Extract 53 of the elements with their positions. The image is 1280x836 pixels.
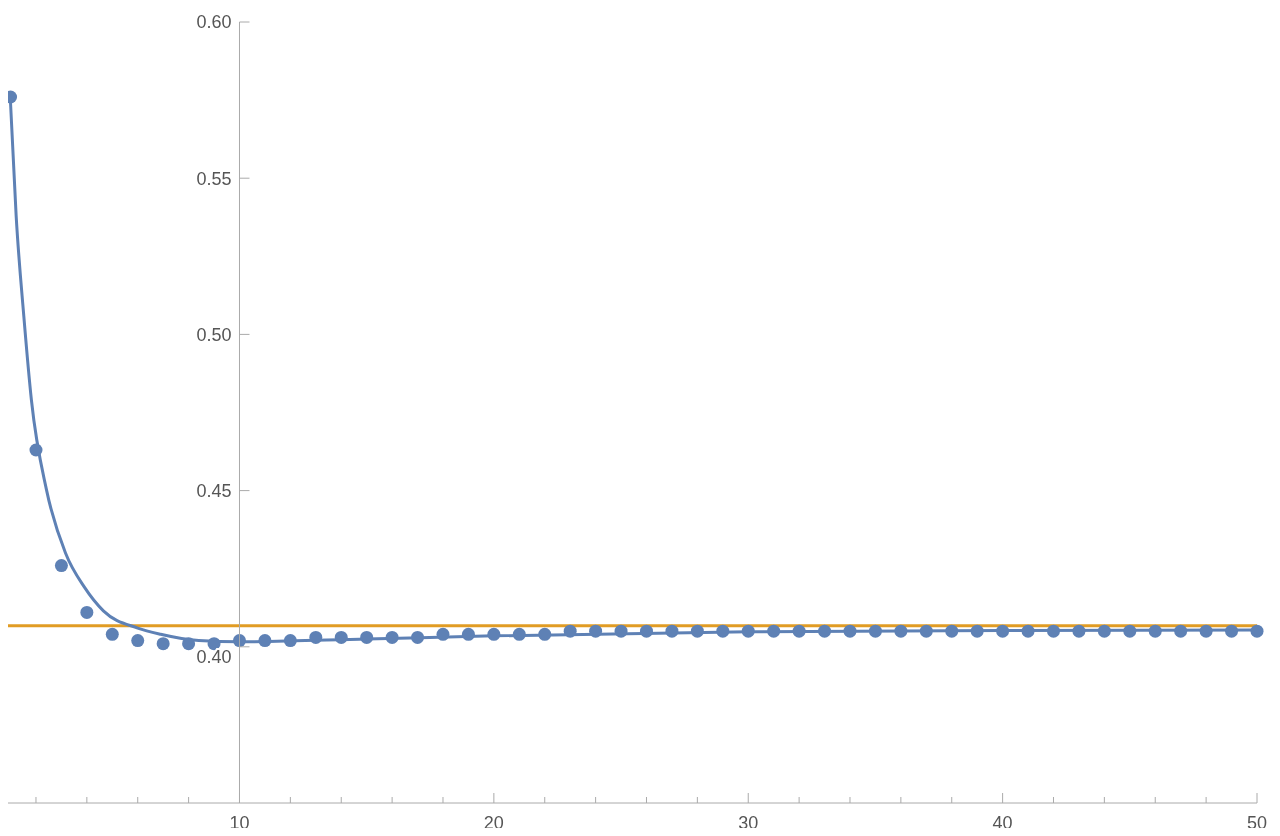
point — [614, 624, 628, 638]
point — [131, 634, 145, 648]
y-tick-label: 0.50 — [196, 324, 232, 345]
point — [283, 634, 297, 648]
point — [487, 627, 501, 641]
point — [411, 630, 425, 644]
point — [792, 624, 806, 638]
y-tick-label: 0.40 — [196, 647, 232, 667]
point — [1072, 624, 1086, 638]
point — [538, 627, 552, 641]
point — [385, 630, 399, 644]
point — [54, 559, 68, 573]
point — [716, 624, 730, 638]
point — [1174, 624, 1188, 638]
point — [919, 624, 933, 638]
point — [1148, 624, 1162, 638]
point — [1097, 624, 1111, 638]
point — [182, 637, 196, 651]
point — [1047, 624, 1060, 638]
point — [818, 624, 832, 638]
point — [1250, 624, 1264, 638]
point — [894, 624, 908, 638]
point — [512, 627, 526, 641]
point — [843, 624, 857, 638]
point — [741, 624, 755, 638]
point — [105, 627, 119, 641]
point — [945, 624, 959, 638]
point — [29, 443, 43, 457]
point — [360, 630, 374, 644]
point — [258, 634, 272, 648]
point — [1123, 624, 1137, 638]
point — [1199, 624, 1213, 638]
point — [690, 624, 704, 638]
point — [665, 624, 679, 638]
point — [589, 624, 603, 638]
point — [1021, 624, 1035, 638]
y-tick-label: 0.45 — [196, 480, 232, 501]
y-tick-label: 0.55 — [196, 168, 232, 189]
point — [436, 627, 450, 641]
point — [309, 630, 323, 644]
point — [461, 627, 475, 641]
point — [80, 605, 94, 619]
point — [868, 624, 882, 638]
point — [639, 624, 653, 638]
point — [767, 624, 781, 638]
point — [996, 624, 1010, 638]
point — [563, 624, 577, 638]
point — [334, 630, 348, 644]
point — [970, 624, 984, 638]
point — [1225, 624, 1239, 638]
point — [156, 637, 170, 651]
point — [207, 637, 221, 651]
y-tick-label: 0.60 — [196, 12, 232, 33]
